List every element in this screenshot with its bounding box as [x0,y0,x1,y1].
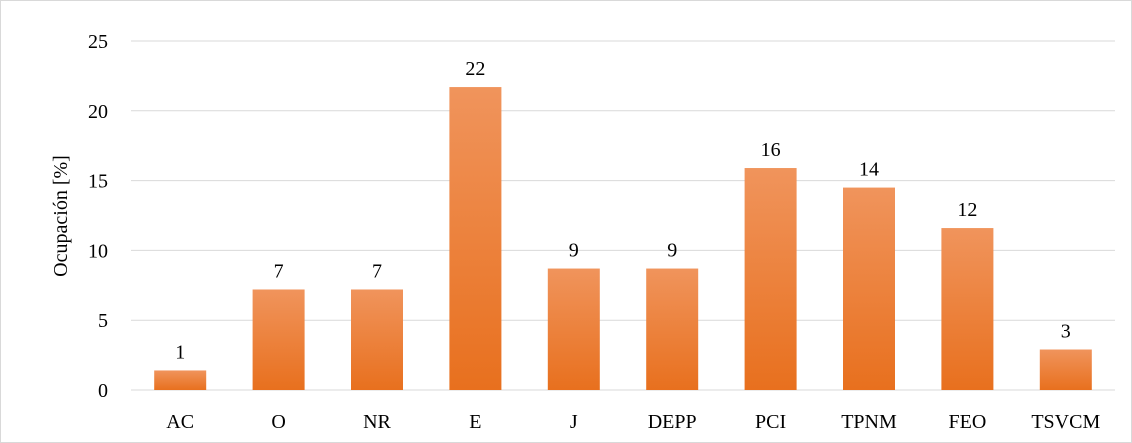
category-label-ac: AC [166,411,194,433]
category-label-tpnm: TPNM [841,411,897,433]
data-label-o: 7 [274,260,284,282]
y-tick-label: 15 [88,171,108,193]
category-label-o: O [271,411,285,433]
data-label-tsvcm: 3 [1061,321,1071,343]
y-tick-label: 20 [88,101,108,123]
data-label-ac: 1 [175,341,185,363]
x-axis-categories: AC O NR E J DEPP PCI TPNM FEO TSVCM [166,411,1100,433]
bar-depp [646,268,699,390]
bar-pci [744,168,797,390]
category-label-e: E [469,411,481,433]
data-label-feo: 12 [957,199,977,221]
y-tick-label: 25 [88,31,108,53]
bar-feo [941,228,994,390]
y-tick-label: 0 [98,380,108,402]
bar-e [449,87,502,391]
category-label-pci: PCI [755,411,786,433]
data-label-e: 22 [465,58,485,80]
y-axis-ticks: 0 5 10 15 20 25 [88,31,108,402]
data-label-pci: 16 [761,139,781,161]
data-label-tpnm: 14 [859,159,879,181]
category-label-nr: NR [363,411,391,433]
y-tick-label: 5 [98,310,108,332]
bar-nr [351,289,403,390]
bar-tsvcm [1039,349,1092,390]
data-label-nr: 7 [372,260,382,282]
bar-tpnm [843,187,895,390]
category-label-j: J [570,411,578,433]
bar-j [547,268,600,390]
bars [154,87,1092,391]
category-label-depp: DEPP [648,411,697,433]
y-tick-label: 10 [88,240,108,262]
category-label-tsvcm: TSVCM [1031,411,1100,433]
y-axis-title: Ocupación [%] [50,155,72,277]
bar-ac [154,370,207,390]
data-label-depp: 9 [667,240,677,262]
category-label-feo: FEO [949,411,987,433]
bar-o [252,289,305,390]
data-label-j: 9 [569,240,579,262]
data-labels: 1 7 7 22 9 9 16 14 12 3 [175,58,1071,363]
